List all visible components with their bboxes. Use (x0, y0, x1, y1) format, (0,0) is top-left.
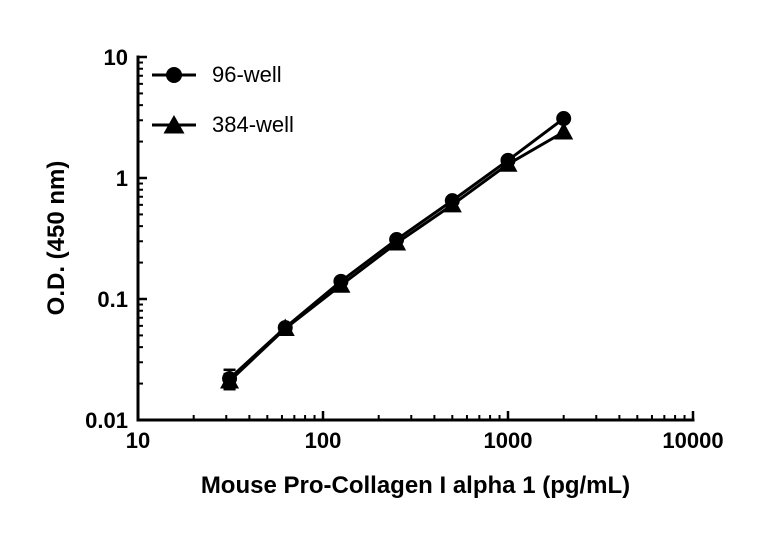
legend-item-96-well: 96-well (150, 58, 294, 92)
x-tick-label: 10000 (662, 428, 723, 453)
legend-label-96-well: 96-well (212, 62, 282, 87)
x-tick-label: 10 (126, 428, 150, 453)
circle-data-point (500, 152, 516, 168)
circle-data-point (556, 111, 572, 127)
x-axis-title: Mouse Pro-Collagen I alpha 1 (pg/mL) (200, 472, 631, 499)
circle-data-point (333, 273, 349, 289)
circle-marker-icon (152, 67, 196, 83)
legend: 96-well 384-well (150, 58, 294, 142)
x-tick-label: 1000 (484, 428, 533, 453)
y-axis-title: O.D. (450 nm) (43, 160, 70, 316)
legend-label-384-well: 384-well (212, 112, 294, 137)
circle-data-point (444, 193, 460, 209)
y-tick-label: 1 (116, 166, 128, 191)
y-tick-label: 0.1 (97, 287, 128, 312)
y-tick-label: 10 (104, 45, 128, 70)
circle-data-point (277, 320, 293, 336)
circle-data-point (222, 371, 238, 387)
triangle-marker-icon (152, 115, 196, 134)
circle-data-point (389, 232, 405, 248)
legend-item-384-well: 384-well (150, 108, 294, 142)
x-tick-label: 100 (305, 428, 342, 453)
triangle-data-point (554, 121, 574, 140)
y-tick-label: 0.01 (85, 408, 128, 433)
